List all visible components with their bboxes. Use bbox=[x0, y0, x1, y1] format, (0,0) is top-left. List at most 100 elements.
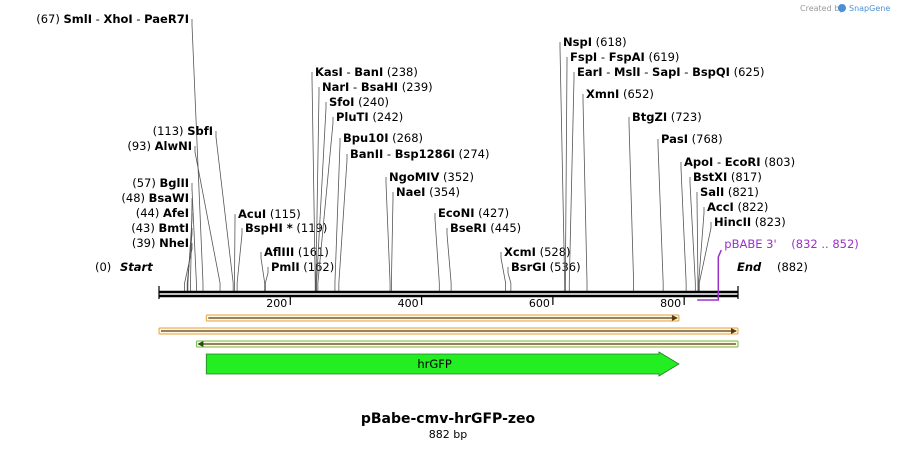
enzyme-name: SfoI bbox=[329, 95, 354, 109]
site-label[interactable]: PasI (768) bbox=[661, 132, 723, 146]
credit-prefix: Created by bbox=[800, 4, 844, 13]
site-position: (115) bbox=[266, 207, 301, 221]
site-label[interactable]: AccI (822) bbox=[707, 200, 768, 214]
site-connector bbox=[507, 267, 512, 291]
feature-arrow bbox=[205, 351, 680, 377]
site-label[interactable]: (113) SbfI bbox=[153, 124, 213, 138]
plasmid-name: pBabe-cmv-hrGFP-zeo bbox=[361, 411, 536, 427]
site-label[interactable]: HincII (823) bbox=[714, 215, 786, 229]
site-connector bbox=[568, 72, 575, 291]
site-label[interactable]: SfoI (240) bbox=[329, 95, 389, 109]
site-position: (39) bbox=[132, 236, 159, 250]
enzyme-name: XmnI bbox=[586, 87, 619, 101]
site-pluti: PluTI (242) bbox=[317, 110, 403, 291]
orf-1[interactable] bbox=[205, 314, 680, 322]
site-position: (823) bbox=[751, 215, 786, 229]
site-label[interactable]: SalI (821) bbox=[700, 185, 759, 199]
site-label[interactable]: BanII - Bsp1286I (274) bbox=[350, 147, 489, 161]
feature-tracks: hrGFP bbox=[158, 314, 739, 377]
site-position: (619) bbox=[645, 50, 680, 64]
site-label[interactable]: ApoI - EcoRI (803) bbox=[684, 155, 795, 169]
site-position: (274) bbox=[455, 147, 490, 161]
site-label[interactable]: FspI - FspAI (619) bbox=[570, 50, 679, 64]
site-connector bbox=[236, 228, 243, 291]
site-label[interactable]: NarI - BsaHI (239) bbox=[322, 80, 433, 94]
site-position: (238) bbox=[383, 65, 418, 79]
enzyme-name: SalI bbox=[700, 185, 724, 199]
site-connector bbox=[317, 117, 334, 291]
site-label[interactable]: BsrGI (536) bbox=[511, 260, 581, 274]
site-connector bbox=[500, 252, 507, 291]
site-fspi: FspI - FspAI (619) bbox=[564, 50, 679, 291]
site-label[interactable]: PluTI (242) bbox=[336, 110, 403, 124]
site-label[interactable]: EarI - MslI - SapI - BspQI (625) bbox=[577, 65, 765, 79]
primer-arrow[interactable] bbox=[697, 249, 722, 301]
enzyme-name: AfeI bbox=[163, 206, 189, 220]
enzyme-name: PaeR7I bbox=[144, 12, 189, 26]
site-connector bbox=[698, 222, 712, 291]
site-position: (44) bbox=[136, 206, 163, 220]
end-label: End bbox=[737, 260, 762, 274]
site-label[interactable]: XcmI (528) bbox=[504, 245, 571, 259]
site-position: (536) bbox=[546, 260, 581, 274]
restriction-sites: (67) SmlI - XhoI - PaeR7I (57) BglII(48) … bbox=[36, 12, 795, 291]
site-label[interactable]: BspHI * (119) bbox=[245, 221, 327, 235]
site-smli: (67) SmlI - XhoI - PaeR7I bbox=[36, 12, 204, 291]
enzyme-name: PmlI bbox=[271, 260, 300, 274]
site-label[interactable]: (44) AfeI bbox=[136, 206, 189, 220]
site-pasi: PasI (768) bbox=[657, 132, 723, 291]
enzyme-name: NheI bbox=[159, 236, 189, 250]
enzyme-name: BseRI bbox=[450, 221, 487, 235]
start-label: Start bbox=[120, 260, 153, 274]
site-label[interactable]: (93) AlwNI bbox=[127, 139, 192, 153]
site-position: (723) bbox=[667, 110, 702, 124]
site-label[interactable]: BstXI (817) bbox=[693, 170, 762, 184]
enzyme-name: Bsp1286I bbox=[395, 147, 455, 161]
enzyme-name: XcmI bbox=[504, 245, 536, 259]
site-connector bbox=[390, 192, 394, 291]
site-label[interactable]: PmlI (162) bbox=[271, 260, 334, 274]
site-label[interactable]: EcoNI (427) bbox=[438, 206, 509, 220]
enzyme-name: SbfI bbox=[187, 124, 213, 138]
site-label[interactable]: (67) SmlI - XhoI - PaeR7I bbox=[36, 12, 189, 26]
site-connector bbox=[311, 72, 316, 291]
site-label[interactable]: KasI - BanI (238) bbox=[315, 65, 418, 79]
site-label[interactable]: BseRI (445) bbox=[450, 221, 521, 235]
enzyme-name: HincII bbox=[714, 215, 751, 229]
site-position: (48) bbox=[121, 191, 148, 205]
enzyme-name: MslI bbox=[614, 65, 641, 79]
snapgene-logo-icon bbox=[838, 4, 846, 12]
site-label[interactable]: (48) BsaWI bbox=[121, 191, 189, 205]
enzyme-name: EcoRI bbox=[725, 155, 761, 169]
site-position: (803) bbox=[761, 155, 796, 169]
enzyme-name: FspAI bbox=[609, 50, 645, 64]
site-label[interactable]: (39) NheI bbox=[132, 236, 189, 250]
site-label[interactable]: NspI (618) bbox=[563, 35, 627, 49]
site-sfoi: SfoI (240) bbox=[316, 95, 389, 291]
enzyme-name: BtgZI bbox=[632, 110, 667, 124]
name-separator: - bbox=[92, 12, 103, 26]
site-label[interactable]: AcuI (115) bbox=[238, 207, 301, 221]
site-position: (821) bbox=[724, 185, 759, 199]
site-label[interactable]: BtgZI (723) bbox=[632, 110, 702, 124]
name-separator: - bbox=[349, 80, 360, 94]
site-label[interactable]: (57) BglII bbox=[132, 176, 189, 190]
orf-2[interactable] bbox=[158, 327, 739, 335]
name-separator: - bbox=[597, 50, 608, 64]
site-connector bbox=[689, 177, 696, 291]
site-connector bbox=[434, 213, 440, 291]
enzyme-name: AcuI bbox=[238, 207, 266, 221]
enzyme-name: BmtI bbox=[158, 221, 189, 235]
orf-3[interactable] bbox=[195, 340, 739, 348]
site-label[interactable]: XmnI (652) bbox=[586, 87, 654, 101]
site-sali: SalI (821) bbox=[696, 185, 759, 291]
site-label[interactable]: NgoMIV (352) bbox=[389, 170, 474, 184]
site-label[interactable]: AflIII (161) bbox=[264, 245, 329, 259]
site-bsphi: BspHI * (119) bbox=[236, 221, 327, 291]
site-eari: EarI - MslI - SapI - BspQI (625) bbox=[568, 65, 765, 291]
site-label[interactable]: (43) BmtI bbox=[131, 221, 189, 235]
site-label[interactable]: NaeI (354) bbox=[396, 185, 460, 199]
site-label[interactable]: Bpu10I (268) bbox=[343, 131, 423, 145]
feature-hrgfp[interactable]: hrGFP bbox=[205, 351, 680, 377]
site-connector bbox=[334, 138, 341, 291]
